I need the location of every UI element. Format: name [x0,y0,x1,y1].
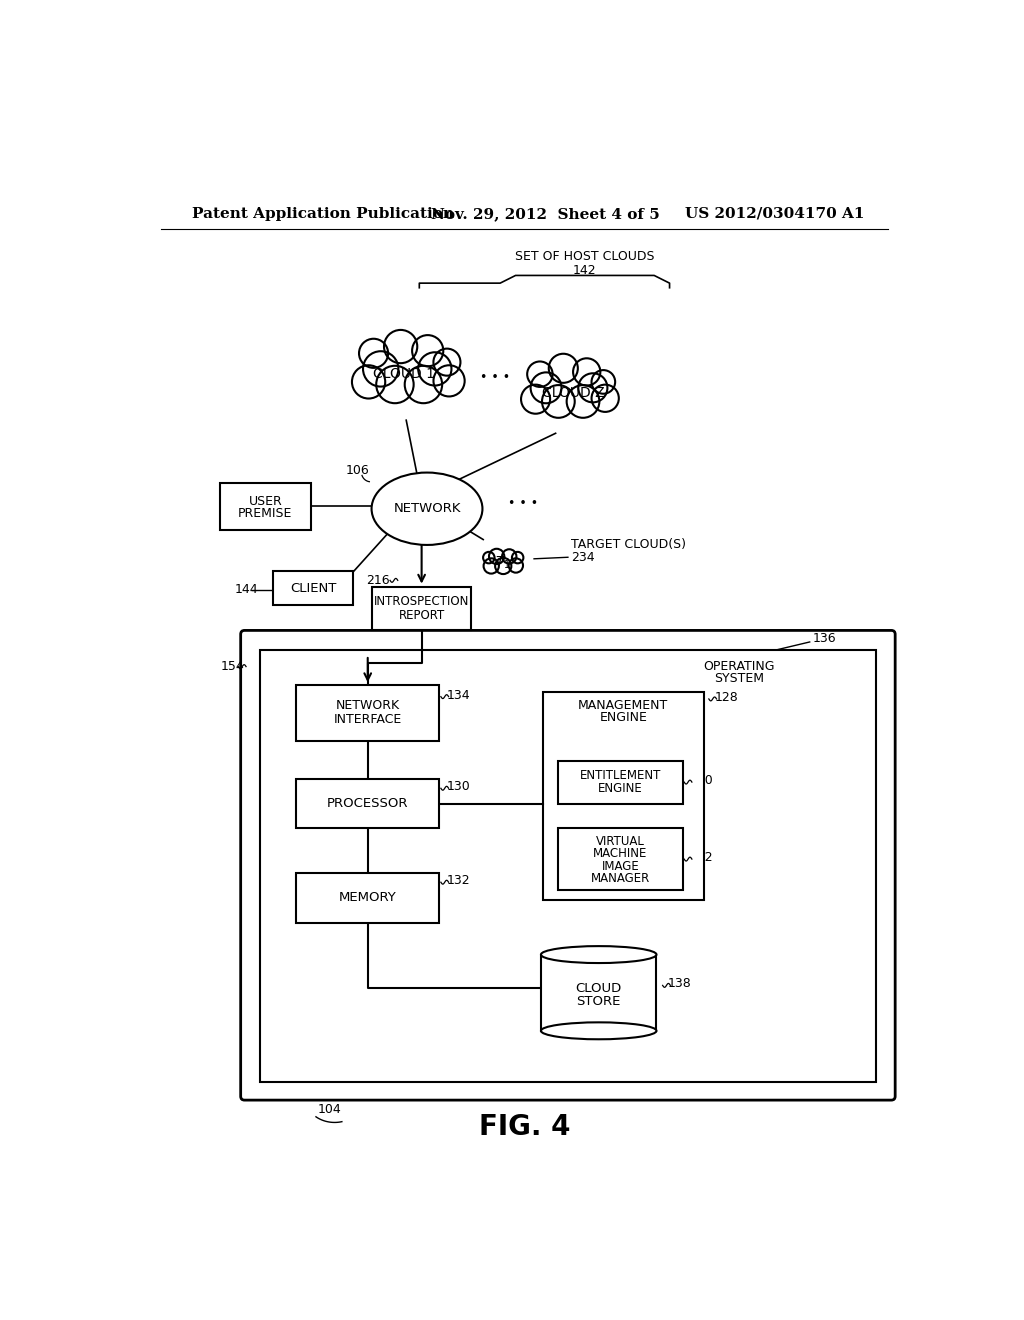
Bar [220,483,310,529]
Text: CLOUD 1: CLOUD 1 [373,367,435,381]
Text: • • •: • • • [508,496,538,510]
Text: 234: 234 [571,550,595,564]
Circle shape [418,352,452,385]
Text: $T_1$: $T_1$ [496,554,511,570]
Circle shape [592,384,618,412]
Text: ENGINE: ENGINE [599,711,647,723]
Bar [297,873,439,923]
Bar [541,954,656,1031]
Text: Nov. 29, 2012  Sheet 4 of 5: Nov. 29, 2012 Sheet 4 of 5 [431,207,659,220]
Text: 130: 130 [446,780,470,793]
Circle shape [566,385,599,418]
Bar [297,685,439,741]
Ellipse shape [541,946,656,964]
Bar [543,692,705,900]
Circle shape [549,354,578,383]
Text: 134: 134 [446,689,470,702]
Text: PREMISE: PREMISE [239,507,293,520]
Circle shape [404,366,442,403]
Text: CLIENT: CLIENT [290,582,336,594]
Circle shape [433,348,461,376]
Text: 132: 132 [446,874,470,887]
Text: CLOUD: CLOUD [575,982,622,995]
Circle shape [359,339,388,368]
Text: US 2012/0304170 A1: US 2012/0304170 A1 [685,207,864,220]
Text: MANAGEMENT: MANAGEMENT [579,700,669,713]
Circle shape [542,385,574,418]
Text: 140: 140 [689,774,714,787]
Text: IMAGE: IMAGE [601,859,639,873]
Text: MANAGER: MANAGER [591,871,650,884]
Circle shape [489,549,504,564]
Circle shape [433,366,465,396]
Text: FIG. 4: FIG. 4 [479,1113,570,1140]
Text: • • •: • • • [480,371,511,384]
Text: CLOUD Z: CLOUD Z [542,387,604,400]
Circle shape [579,374,607,403]
Bar [272,570,353,606]
Text: 216: 216 [366,574,389,587]
Circle shape [502,549,516,564]
Text: ENGINE: ENGINE [598,781,643,795]
Bar [373,586,471,630]
Bar [260,649,876,1082]
Text: PROCESSOR: PROCESSOR [327,797,409,810]
Text: ENTITLEMENT: ENTITLEMENT [580,770,660,783]
Circle shape [509,558,523,573]
Circle shape [376,366,414,403]
Text: 136: 136 [813,632,837,645]
Circle shape [527,362,553,387]
Circle shape [592,370,615,393]
Text: NETWORK: NETWORK [393,502,461,515]
Text: 138: 138 [668,977,692,990]
Text: INTROSPECTION: INTROSPECTION [374,594,469,607]
FancyBboxPatch shape [241,631,895,1100]
Circle shape [521,384,550,413]
Circle shape [364,351,398,387]
Text: STORE: STORE [577,995,621,1008]
Text: 128: 128 [714,690,738,704]
Circle shape [483,558,499,574]
Circle shape [573,358,600,385]
Text: Patent Application Publication: Patent Application Publication [193,207,455,220]
Text: 154: 154 [221,660,245,673]
Text: 222: 222 [689,851,713,865]
Circle shape [384,330,417,363]
Text: INTERFACE: INTERFACE [334,713,401,726]
Circle shape [412,335,443,367]
Circle shape [530,372,561,404]
Bar [558,760,683,804]
Text: TARGET CLOUD(S): TARGET CLOUD(S) [571,539,686,552]
Circle shape [483,552,495,564]
Text: OPERATING: OPERATING [703,660,774,673]
Text: MACHINE: MACHINE [593,847,647,861]
Text: USER: USER [249,495,283,508]
Text: REPORT: REPORT [398,609,444,622]
Text: 144: 144 [234,583,258,597]
Text: SYSTEM: SYSTEM [714,672,764,685]
Text: 104: 104 [317,1102,341,1115]
Circle shape [496,558,511,574]
Text: SET OF HOST CLOUDS: SET OF HOST CLOUDS [515,251,654,264]
Circle shape [512,552,523,564]
Text: 142: 142 [573,264,597,277]
Text: NETWORK: NETWORK [336,700,399,713]
Text: MEMORY: MEMORY [339,891,396,904]
Bar [558,829,683,890]
Ellipse shape [372,473,482,545]
Text: 106: 106 [345,463,370,477]
Bar [297,779,439,829]
Text: VIRTUAL: VIRTUAL [596,834,645,847]
Ellipse shape [541,1022,656,1039]
Circle shape [352,366,385,399]
